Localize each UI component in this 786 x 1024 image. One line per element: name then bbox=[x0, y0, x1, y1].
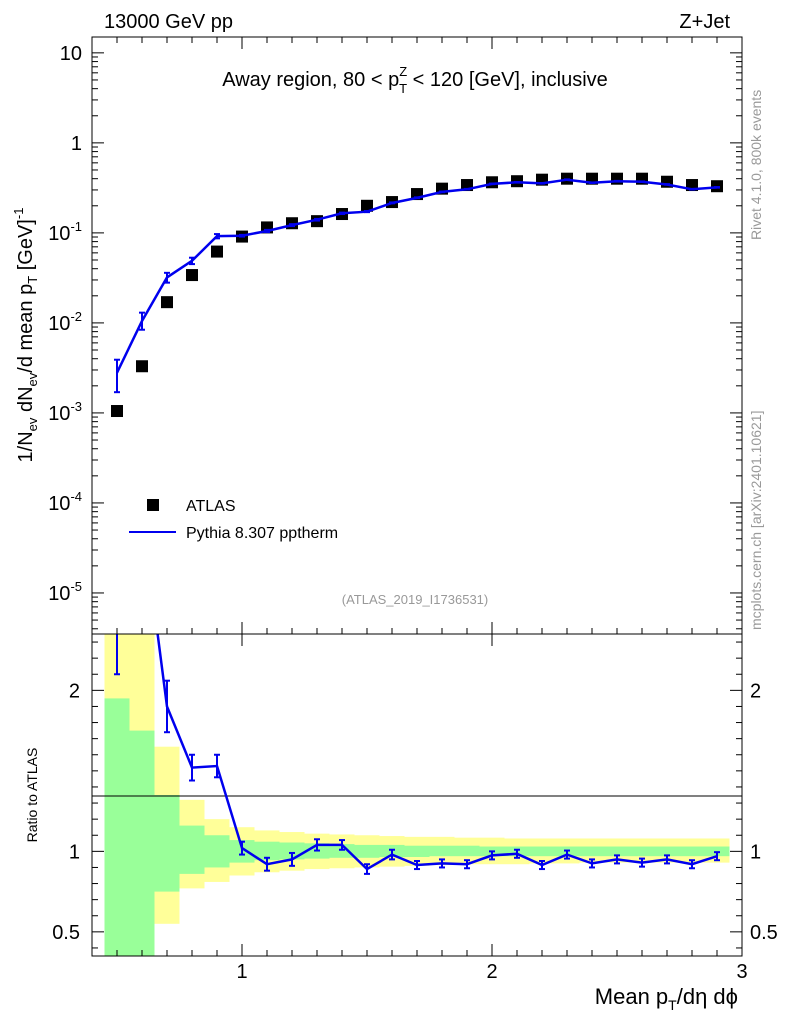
green-band-bin bbox=[404, 845, 430, 857]
atlas-point bbox=[161, 296, 173, 309]
atlas-point bbox=[136, 360, 148, 373]
main-y-tick-label: 10-1 bbox=[48, 219, 82, 245]
green-band-bin bbox=[679, 846, 705, 857]
green-band-bin bbox=[429, 845, 455, 857]
ratio-y-ticks: 2 2 1 1 0.5 0.5 bbox=[52, 641, 778, 949]
atlas-point bbox=[486, 176, 498, 189]
atlas-markers bbox=[111, 172, 723, 418]
main-y-tick-label: 1 bbox=[71, 133, 82, 155]
rivet-version-label: Rivet 4.1.0, 800k events bbox=[748, 90, 764, 240]
x-tick-label: 1 bbox=[236, 961, 247, 983]
main-y-tick-label: 10-2 bbox=[48, 309, 82, 335]
green-band-bin bbox=[629, 846, 655, 857]
ratio-y-axis-label: Ratio to ATLAS bbox=[24, 748, 40, 843]
main-y-tick-label: 10-5 bbox=[48, 579, 82, 605]
ratio-curve-group bbox=[114, 634, 720, 875]
green-band-bin bbox=[154, 795, 180, 892]
green-band-bin bbox=[579, 846, 605, 857]
ratio-panel: 2 2 1 1 0.5 0.5 1 2 3 Ratio to ATLAS Mean pT/dη… bbox=[24, 633, 778, 1013]
main-y-tick-label: 10-3 bbox=[48, 399, 82, 425]
x-axis-label: Mean pT/dη dϕ bbox=[595, 984, 738, 1013]
analysis-watermark: (ATLAS_2019_I1736531) bbox=[342, 592, 488, 607]
green-band-bin bbox=[454, 845, 480, 857]
green-band-bin bbox=[254, 841, 280, 861]
ratio-y-tick-label: 2 bbox=[69, 680, 80, 702]
ratio-y-tick-label: 1 bbox=[69, 841, 80, 863]
ratio-y-tick-label-right: 2 bbox=[750, 680, 761, 702]
ratio-y-tick-label-right: 1 bbox=[750, 841, 761, 863]
mcplots-label: mcplots.cern.ch [arXiv:2401.10621] bbox=[748, 411, 764, 630]
green-band-bin bbox=[129, 730, 155, 956]
green-band-bin bbox=[654, 846, 680, 857]
main-frame bbox=[91, 36, 743, 635]
ratio-line bbox=[156, 634, 718, 871]
ratio-y-tick-label-right: 0.5 bbox=[750, 922, 778, 944]
green-band-bin bbox=[354, 844, 380, 858]
atlas-point bbox=[611, 172, 623, 185]
main-y-tick-label: 10-4 bbox=[48, 489, 82, 515]
pythia-curve bbox=[114, 178, 720, 394]
atlas-point bbox=[186, 269, 198, 282]
main-panel: 10 1 10-1 10-2 10-3 10-4 10-5 Away region, 80 … bbox=[11, 36, 743, 635]
green-band-bin bbox=[529, 846, 555, 857]
main-x-ticks bbox=[116, 37, 718, 634]
main-y-ticks: 10 1 10-1 10-2 10-3 10-4 10-5 bbox=[48, 43, 742, 630]
green-band-bin bbox=[104, 698, 130, 956]
ratio-x-ticks: 1 2 3 bbox=[116, 634, 748, 983]
main-y-tick-label: 10 bbox=[60, 43, 82, 65]
main-y-axis-label: 1/Nev dNev/d mean pT [GeV]-1 bbox=[11, 208, 40, 463]
legend-marker-atlas bbox=[147, 499, 159, 511]
header-right: Z+Jet bbox=[679, 11, 730, 33]
main-title: Away region, 80 < pZ T < 120 [GeV], inclu… bbox=[222, 64, 608, 96]
x-tick-label: 2 bbox=[486, 961, 497, 983]
ratio-y-tick-label: 0.5 bbox=[52, 922, 80, 944]
pythia-line bbox=[115, 178, 718, 374]
legend-label-atlas: ATLAS bbox=[186, 498, 236, 515]
ratio-curve bbox=[114, 634, 720, 875]
legend: ATLAS Pythia 8.307 pptherm bbox=[129, 498, 338, 542]
green-band-bin bbox=[204, 835, 230, 868]
green-band-bin bbox=[329, 844, 355, 858]
atlas-point bbox=[211, 245, 223, 258]
header-left: 13000 GeV pp bbox=[104, 11, 233, 33]
uncertainty-bands bbox=[104, 634, 730, 956]
legend-label-pythia: Pythia 8.307 pptherm bbox=[186, 525, 338, 542]
green-band-bin bbox=[179, 825, 205, 874]
ratio-frame bbox=[91, 633, 743, 957]
atlas-point bbox=[361, 199, 373, 212]
green-band-bin bbox=[604, 846, 630, 857]
x-tick-label: 3 bbox=[736, 961, 747, 983]
atlas-point bbox=[111, 405, 123, 418]
